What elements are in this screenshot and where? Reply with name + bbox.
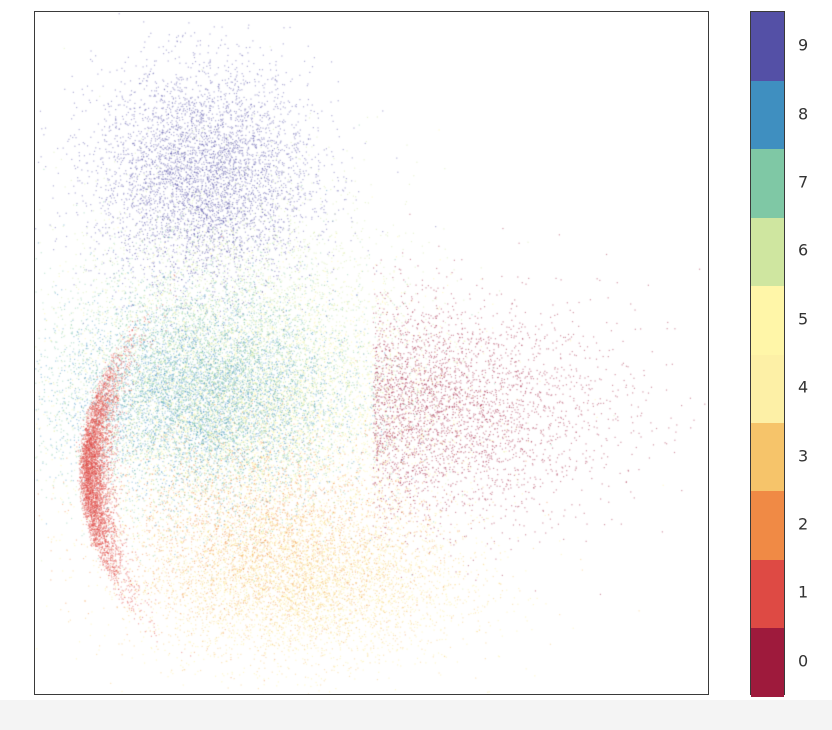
colorbar-tick-label: 8	[798, 104, 809, 124]
colorbar	[750, 11, 785, 697]
colorbar-tick-label: 2	[798, 514, 809, 534]
colorbar-segment-9	[751, 12, 784, 81]
colorbar-tick-label: 0	[798, 651, 809, 671]
colorbar-segment-8	[751, 80, 784, 150]
colorbar-segment-0	[751, 627, 784, 697]
colorbar-segment-5	[751, 285, 784, 355]
scatter-points	[35, 12, 708, 694]
colorbar-tick-label: 3	[798, 446, 809, 466]
colorbar-tick-label: 6	[798, 240, 809, 260]
colorbar-segment-6	[751, 217, 784, 287]
colorbar-segment-1	[751, 559, 784, 629]
colorbar-tick-label: 7	[798, 172, 809, 192]
colorbar-segment-2	[751, 490, 784, 560]
colorbar-tick-label: 9	[798, 35, 809, 55]
colorbar-tick-label: 5	[798, 309, 809, 329]
colorbar-segment-4	[751, 354, 784, 423]
colorbar-segment-3	[751, 422, 784, 492]
bottom-band	[0, 700, 832, 730]
colorbar-segment-7	[751, 148, 784, 218]
scatter-plot-area	[34, 11, 709, 695]
colorbar-tick-label: 4	[798, 377, 809, 397]
colorbar-tick-label: 1	[798, 582, 809, 602]
